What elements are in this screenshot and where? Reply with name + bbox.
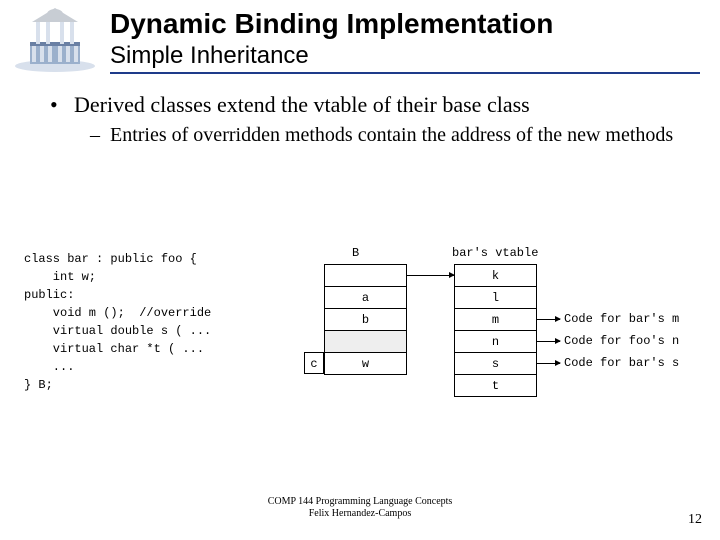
object-label: B <box>352 246 359 260</box>
unc-well-icon <box>10 4 100 74</box>
page-number: 12 <box>688 512 702 528</box>
body-text: • Derived classes extend the vtable of t… <box>0 74 720 147</box>
ptr-s-label: Code for bar's s <box>564 356 679 370</box>
slide-title: Dynamic Binding Implementation <box>110 8 700 40</box>
arrow-m <box>536 319 560 320</box>
arrow-s <box>536 363 560 364</box>
bullet-sub: Entries of overridden methods contain th… <box>110 124 673 147</box>
object-layout: a b w <box>324 264 407 375</box>
code-block: class bar : public foo { int w; public: … <box>24 250 211 394</box>
bullet-mark: • <box>50 92 74 118</box>
vtable-layout: k l m n s t <box>454 264 537 397</box>
footer: COMP 144 Programming Language Concepts F… <box>0 496 720 520</box>
arrow-obj-to-vtable <box>406 275 454 276</box>
ptr-n-label: Code for foo's n <box>564 334 679 348</box>
vtable-label: bar's vtable <box>452 246 538 260</box>
arrow-n <box>536 341 560 342</box>
bullet-main: Derived classes extend the vtable of the… <box>74 92 530 118</box>
slide-subtitle: Simple Inheritance <box>110 42 700 70</box>
diagram: class bar : public foo { int w; public: … <box>24 250 704 460</box>
c-subcell: c <box>304 352 324 374</box>
dash-mark: – <box>90 124 110 147</box>
ptr-m-label: Code for bar's m <box>564 312 679 326</box>
